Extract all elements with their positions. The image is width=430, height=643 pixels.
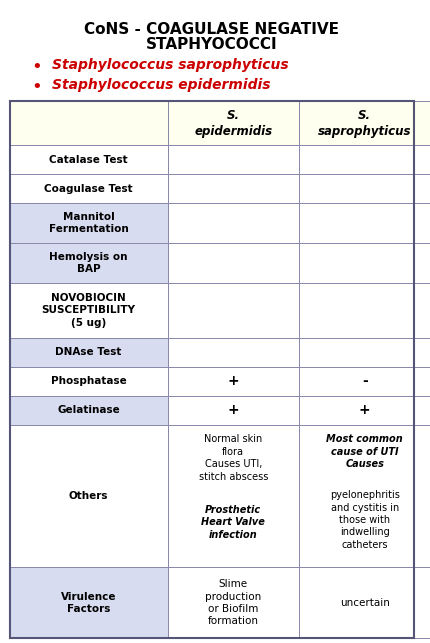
Bar [10,367,168,396]
Bar [168,174,299,203]
Text: S.
epidermidis: S. epidermidis [194,109,272,138]
Bar [10,243,168,282]
Bar [168,338,299,367]
Text: S.
saprophyticus: S. saprophyticus [318,109,412,138]
Text: Catalase Test: Catalase Test [49,155,128,165]
Text: Staphylococcus saprophyticus: Staphylococcus saprophyticus [52,58,289,72]
Text: •: • [31,78,42,96]
Text: +: + [227,374,239,388]
Bar [299,367,430,396]
Bar [10,338,168,367]
Bar [168,396,299,425]
Text: CoNS - COAGULASE NEGATIVE: CoNS - COAGULASE NEGATIVE [84,22,339,37]
Bar [168,145,299,174]
Bar [10,425,168,567]
Text: Slime
production
or Biofilm
formation: Slime production or Biofilm formation [205,579,261,626]
Text: Virulence
Factors: Virulence Factors [61,592,117,614]
Text: Phosphatase: Phosphatase [51,376,126,386]
Text: NOVOBIOCIN
SUSCEPTIBILITY
(5 ug): NOVOBIOCIN SUSCEPTIBILITY (5 ug) [42,293,135,327]
Bar [10,203,168,243]
Bar [168,100,299,145]
Bar [10,145,168,174]
Bar [299,567,430,638]
Text: uncertain: uncertain [340,598,390,608]
Bar [299,174,430,203]
Bar [299,243,430,282]
Text: Normal skin
flora
Causes UTI,
stitch abscess: Normal skin flora Causes UTI, stitch abs… [199,435,268,482]
Bar [10,282,168,338]
Text: Others: Others [69,491,108,501]
Text: •: • [31,58,42,76]
Text: STAPHYOCOCCI: STAPHYOCOCCI [146,37,277,52]
Text: Gelatinase: Gelatinase [57,405,120,415]
Bar [299,282,430,338]
Bar [168,367,299,396]
Bar [168,282,299,338]
Bar [10,396,168,425]
Bar [10,100,168,145]
Text: Mannitol
Fermentation: Mannitol Fermentation [49,212,129,235]
Text: Prosthetic
Heart Valve
infection: Prosthetic Heart Valve infection [201,505,265,539]
Text: +: + [227,403,239,417]
Bar [299,396,430,425]
Text: Staphylococcus epidermidis: Staphylococcus epidermidis [52,78,270,91]
Bar [10,100,414,638]
Text: Hemolysis on
BAP: Hemolysis on BAP [49,251,128,274]
Bar [299,338,430,367]
Text: Coagulase Test: Coagulase Test [44,184,133,194]
Text: +: + [359,403,371,417]
Bar [168,567,299,638]
Text: -: - [362,374,368,388]
Bar [10,174,168,203]
Text: pyelonephritis
and cystitis in
those with
indwelling
catheters: pyelonephritis and cystitis in those wit… [330,490,399,550]
Bar [168,203,299,243]
Bar [299,203,430,243]
Bar [299,145,430,174]
Bar [10,567,168,638]
Bar [168,425,299,567]
Bar [299,100,430,145]
Bar [168,243,299,282]
Text: Most common
cause of UTI
Causes: Most common cause of UTI Causes [326,435,403,469]
Text: DNAse Test: DNAse Test [55,347,122,358]
Bar [299,425,430,567]
